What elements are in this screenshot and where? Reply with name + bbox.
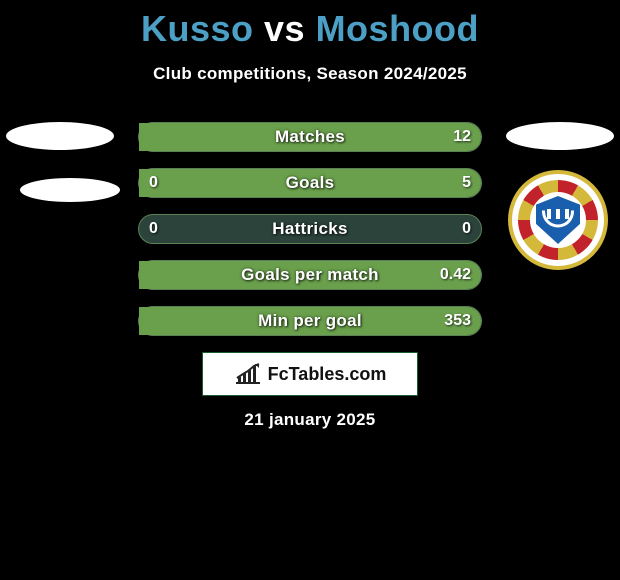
stat-row: Goals per match 0.42 (138, 260, 482, 290)
stat-rows: Matches 12 0 Goals 5 0 Hattricks 0 Goals… (138, 122, 482, 352)
stat-value-right: 0.42 (440, 266, 471, 284)
stat-label: Matches (275, 127, 345, 147)
stat-value-left: 0 (149, 174, 158, 192)
title-player1: Kusso (141, 8, 254, 49)
stat-row: 0 Hattricks 0 (138, 214, 482, 244)
stat-label: Hattricks (272, 219, 347, 239)
club-left-placeholder (20, 178, 120, 202)
stat-label: Min per goal (258, 311, 362, 331)
stat-row: Matches 12 (138, 122, 482, 152)
stat-value-right: 12 (453, 128, 471, 146)
title-vs: vs (264, 8, 305, 49)
stat-value-right: 5 (462, 174, 471, 192)
avatar-right-placeholder (506, 122, 614, 150)
stat-label: Goals per match (241, 265, 379, 285)
stat-value-right: 353 (444, 312, 471, 330)
stat-value-right: 0 (462, 220, 471, 238)
stat-value-left: 0 (149, 220, 158, 238)
stat-row: 0 Goals 5 (138, 168, 482, 198)
brand-text: FcTables.com (268, 364, 387, 385)
stat-row: Min per goal 353 (138, 306, 482, 336)
brand-box: FcTables.com (202, 352, 418, 396)
date-text: 21 january 2025 (0, 410, 620, 430)
title-player2: Moshood (316, 8, 479, 49)
club-badge-right (508, 170, 608, 270)
stat-label: Goals (286, 173, 335, 193)
avatar-left-placeholder (6, 122, 114, 150)
club-badge-icon (508, 170, 608, 270)
chart-icon (234, 363, 262, 385)
page-title: Kusso vs Moshood (0, 0, 620, 50)
subtitle: Club competitions, Season 2024/2025 (0, 64, 620, 84)
